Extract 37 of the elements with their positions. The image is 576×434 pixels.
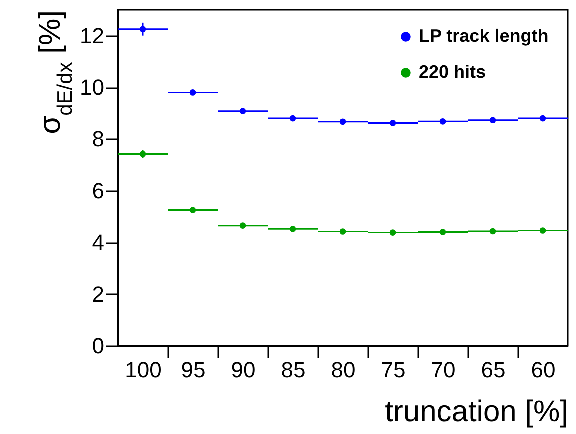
legend-label: 220 hits	[419, 62, 486, 82]
point	[290, 115, 296, 122]
x-tick-label: 90	[231, 358, 256, 382]
y-tick-label: 4	[92, 230, 104, 256]
x-axis-title: truncation [%]	[385, 396, 568, 428]
x-tick-label: 80	[331, 358, 356, 382]
point	[540, 115, 546, 122]
point	[390, 120, 396, 126]
point	[440, 229, 446, 236]
y-tick-label: 0	[92, 334, 104, 358]
x-tick-label: 75	[381, 358, 406, 382]
y-tick-label: 2	[92, 282, 104, 307]
y-tick-label: 10	[80, 75, 104, 100]
legend-label: LP track length	[419, 26, 549, 46]
point	[190, 90, 196, 96]
x-tick-label: 100	[125, 358, 162, 382]
point	[140, 26, 146, 33]
x-tick-label: 65	[481, 358, 506, 382]
x-tick-label: 85	[281, 358, 306, 382]
y-tick-label: 6	[92, 178, 104, 204]
point	[540, 228, 546, 234]
point	[340, 228, 346, 235]
y-tick-label: 8	[92, 126, 104, 152]
point	[440, 118, 446, 125]
point	[290, 226, 296, 232]
y-tick-label: 12	[80, 23, 104, 48]
point	[490, 228, 496, 235]
x-tick-label: 95	[181, 358, 206, 382]
point	[390, 230, 396, 236]
point	[240, 108, 246, 114]
point	[340, 118, 346, 126]
x-tick-label: 60	[531, 358, 556, 382]
point	[190, 207, 196, 214]
point	[240, 222, 246, 229]
x-tick-label: 70	[431, 358, 456, 382]
point	[140, 151, 146, 158]
point	[490, 117, 496, 124]
